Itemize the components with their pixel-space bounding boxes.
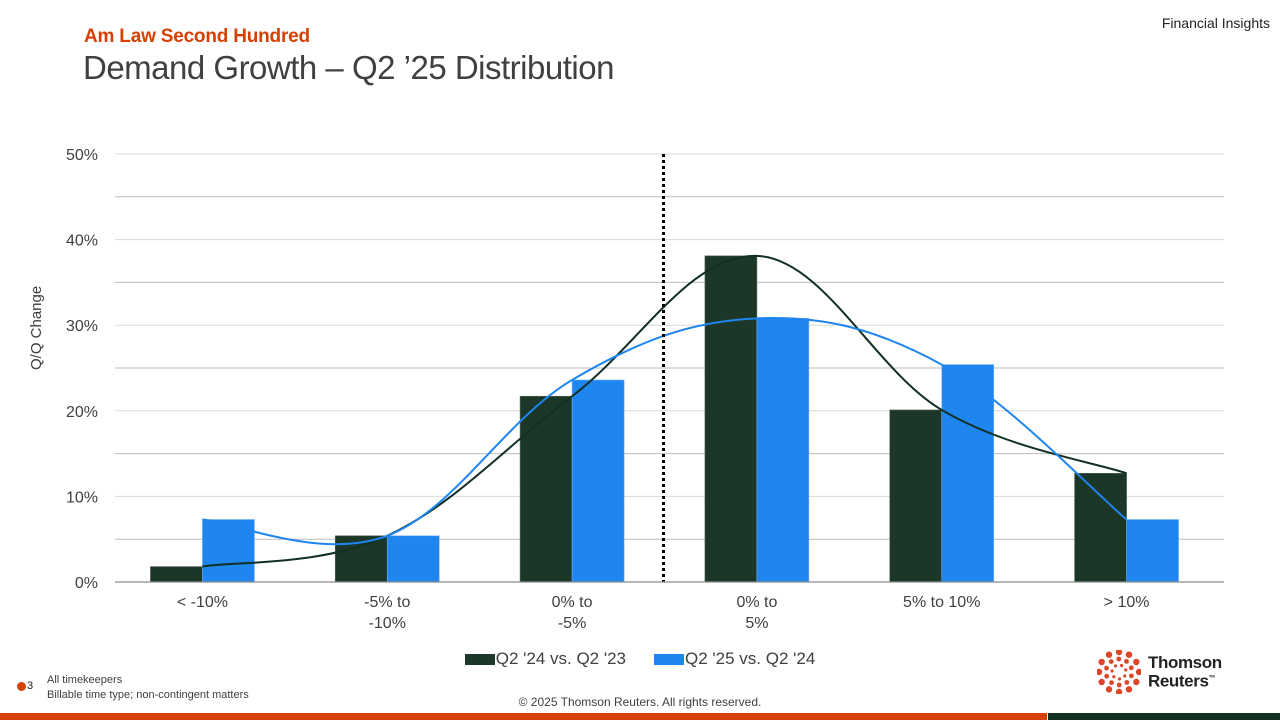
bar-q2-25 [756, 318, 810, 583]
footer-bar-orange [0, 713, 1047, 720]
logo-dot [1116, 656, 1122, 662]
y-axis-ticks: 0% 10% 20% 30% 40% 50% [66, 147, 98, 592]
footnote-marker: 3 [17, 680, 33, 692]
legend-label: Q2 '24 vs. Q2 '23 [495, 649, 626, 668]
y-tick-label: 10% [66, 489, 98, 506]
trademark: ™ [1208, 674, 1216, 682]
footnote-number: 3 [27, 680, 34, 692]
logo-dot [1117, 677, 1122, 681]
bar-q2-25 [1126, 519, 1179, 583]
footnote: All timekeepers Billable time type; non-… [47, 673, 249, 703]
y-tick-label: 0% [75, 575, 98, 592]
logo-dot [1123, 674, 1127, 678]
logo-dot [1128, 665, 1134, 671]
y-tick-label: 50% [66, 147, 98, 164]
y-tick-label: 20% [66, 404, 98, 421]
logo-dot [1119, 663, 1124, 668]
trend-line-q2-25 [202, 316, 1128, 546]
x-tick-label: -5% to [364, 594, 410, 611]
slide-title: Demand Growth – Q2 ’25 Distribution [83, 49, 614, 86]
logo-dot [1109, 680, 1114, 686]
thomson-reuters-logo: Thomson Reuters™ [1097, 650, 1222, 694]
bar-q2-24 [150, 566, 203, 583]
x-tick-label: 0% to [736, 594, 777, 611]
gridlines [115, 153, 1224, 540]
legend-label: Q2 '25 vs. Q2 '24 [685, 649, 816, 668]
logo-dot [1110, 669, 1114, 673]
trend-lines [202, 254, 1128, 568]
orange-dot-icon [17, 681, 26, 691]
legend-item-series-1: Q2 '24 vs. Q2 '23 [464, 649, 626, 669]
slide-subtitle: Am Law Second Hundred [84, 26, 310, 47]
legend-item-series-2: Q2 '25 vs. Q2 '24 [654, 649, 815, 669]
logo-dot [1125, 686, 1133, 693]
x-tick-label: > 10% [1104, 594, 1150, 611]
x-tick-label: -5% [558, 615, 586, 632]
logo-dot [1116, 682, 1122, 688]
x-tick-label: < -10% [177, 594, 228, 611]
tr-dot-ring-icon [1097, 650, 1141, 694]
y-tick-label: 30% [66, 318, 98, 335]
bar-q2-24 [519, 395, 573, 583]
footnote-line: Billable time type; non-contingent matte… [47, 689, 249, 701]
bar-q2-25 [386, 535, 440, 583]
logo-dot [1133, 658, 1140, 666]
logo-dot [1133, 678, 1140, 686]
x-tick-label: 5% [745, 615, 768, 632]
x-tick-label: -10% [369, 615, 406, 632]
x-tick-label: 0% to [552, 594, 593, 611]
logo-text-line-1: Thomson [1148, 652, 1222, 672]
bar-q2-24 [704, 255, 758, 583]
logo-dot [1124, 658, 1129, 664]
logo-dot [1125, 651, 1133, 658]
logo-dot [1098, 658, 1105, 666]
logo-dot [1104, 673, 1110, 679]
logo-dot [1115, 650, 1123, 656]
legend-swatch-dark [464, 653, 495, 665]
copyright: © 2025 Thomson Reuters. All rights reser… [518, 695, 762, 709]
financial-insights-tag: Financial Insights [1161, 15, 1270, 31]
bar-q2-24 [889, 409, 943, 583]
bar-q2-24 [1074, 472, 1127, 583]
bar-q2-25 [571, 379, 625, 583]
footer-bar-green [1048, 713, 1280, 720]
logo-dot [1105, 651, 1113, 658]
logo-dot [1105, 686, 1113, 693]
x-axis-ticks: < -10% -5% to -10% 0% to -5% 0% to 5% 5% to 10%… [177, 594, 1150, 632]
logo-dot [1104, 665, 1109, 671]
y-tick-label: 40% [66, 233, 98, 250]
logo-dot [1098, 678, 1105, 686]
logo-dot [1124, 668, 1128, 672]
bar-q2-25 [941, 364, 995, 583]
footnote-line: All timekeepers [47, 674, 123, 686]
y-axis-label: Q/Q Change [28, 285, 45, 370]
logo-dot [1124, 680, 1130, 685]
legend-swatch-blue [654, 653, 684, 665]
logo-text-line-2: Reuters [1148, 671, 1209, 691]
logo-dot [1115, 688, 1123, 694]
logo-dot [1135, 668, 1141, 676]
chart-legend: Q2 '24 vs. Q2 '23 Q2 '25 vs. Q2 '24 [0, 649, 1280, 669]
x-tick-label: 5% to 10% [903, 594, 980, 611]
bars [150, 255, 1179, 583]
logo-dot [1113, 664, 1118, 668]
logo-dot [1108, 659, 1114, 664]
logo-dot [1129, 673, 1134, 679]
logo-dot [1112, 675, 1116, 679]
logo-dot [1097, 668, 1103, 676]
